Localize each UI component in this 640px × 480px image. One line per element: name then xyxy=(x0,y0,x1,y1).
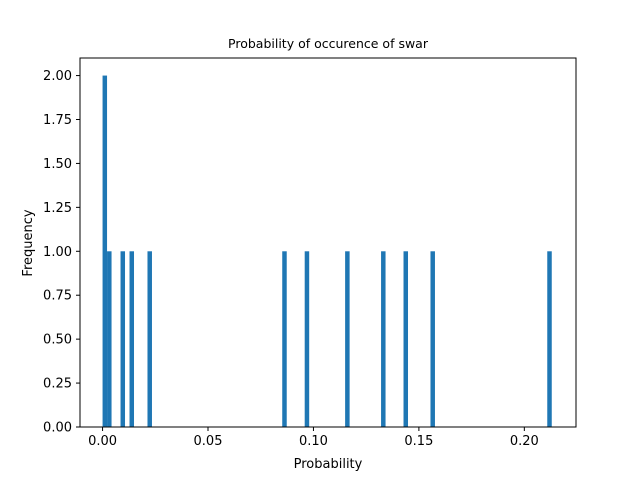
histogram-bar-2 xyxy=(120,251,126,427)
plot-frame xyxy=(79,57,577,428)
chart-title: Probability of occurence of swar xyxy=(228,36,429,51)
y-tick-label-7: 1.75 xyxy=(43,113,72,128)
x-tick-label-4: 0.20 xyxy=(510,434,539,449)
histogram-bar-1 xyxy=(107,251,112,427)
x-tick-label-0: 0.00 xyxy=(88,434,117,449)
y-axis-title: Frequency xyxy=(21,209,36,276)
x-tick-label-1: 0.05 xyxy=(194,434,223,449)
histogram-bar-9 xyxy=(403,251,409,427)
histogram-bar-4 xyxy=(147,251,152,427)
histogram-bar-0 xyxy=(102,75,108,427)
histogram-bar-3 xyxy=(129,251,135,427)
histogram-bar-5 xyxy=(282,251,287,427)
bars-group xyxy=(102,75,552,427)
y-tick-label-4: 1.00 xyxy=(43,245,72,260)
y-tick-label-1: 0.25 xyxy=(43,377,72,392)
y-axis-ticks: 0.00 0.25 0.50 0.75 1.00 1.25 1.50 1.75 2.00 xyxy=(43,69,80,436)
x-axis-ticks: 0.00 0.05 0.10 0.15 0.20 xyxy=(88,427,539,449)
histogram-bar-8 xyxy=(381,251,386,427)
y-tick-label-3: 0.75 xyxy=(43,289,72,304)
y-tick-label-5: 1.25 xyxy=(43,201,72,216)
histogram-bar-10 xyxy=(430,251,435,427)
histogram-bar-6 xyxy=(304,251,310,427)
y-tick-label-6: 1.50 xyxy=(43,157,72,172)
histogram-bar-11 xyxy=(547,251,552,427)
x-tick-label-2: 0.10 xyxy=(299,434,328,449)
y-tick-label-2: 0.50 xyxy=(43,333,72,348)
x-axis-title: Probability xyxy=(294,457,363,472)
histogram-bar-7 xyxy=(345,251,350,427)
y-tick-label-8: 2.00 xyxy=(43,69,72,84)
x-tick-label-3: 0.15 xyxy=(404,434,433,449)
y-tick-label-0: 0.00 xyxy=(43,421,72,436)
